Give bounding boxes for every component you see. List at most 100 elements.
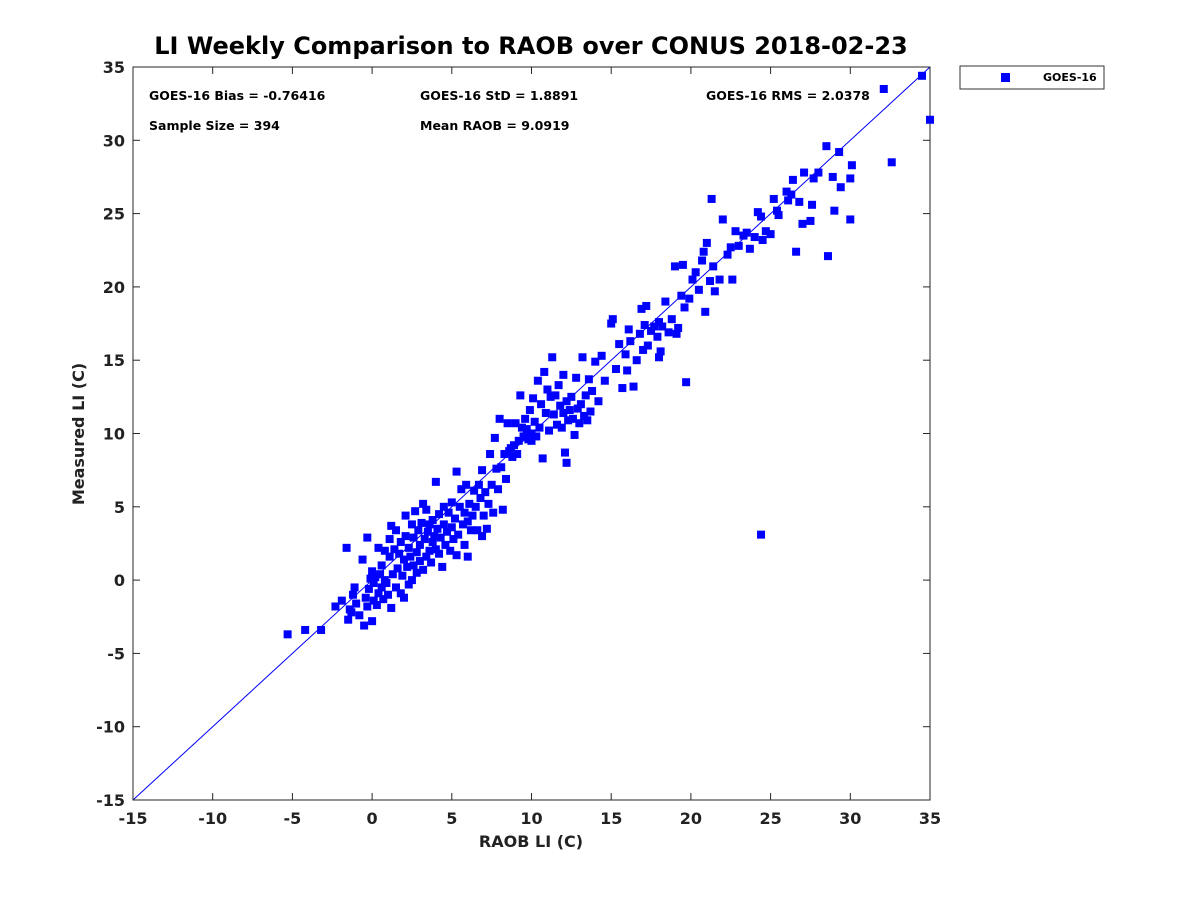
data-point [562, 458, 571, 467]
data-point [460, 508, 469, 517]
data-point [667, 315, 676, 324]
data-point [540, 367, 549, 376]
data-point [387, 603, 396, 612]
data-point [584, 375, 593, 384]
data-point [420, 535, 429, 544]
data-point [344, 615, 353, 624]
data-point [399, 593, 408, 602]
data-point [385, 535, 394, 544]
data-point [301, 625, 310, 634]
data-point [412, 548, 421, 557]
data-point [710, 287, 719, 296]
data-point [350, 583, 359, 592]
data-point [750, 233, 759, 242]
data-point [567, 392, 576, 401]
data-point [624, 325, 633, 334]
data-point [443, 527, 452, 536]
stats-annotations: GOES-16 Bias = -0.76416 GOES-16 StD = 1.… [149, 88, 870, 133]
data-point [422, 552, 431, 561]
data-point [560, 448, 569, 457]
y-tick-label: 5 [114, 498, 125, 517]
data-point [388, 570, 397, 579]
data-point [594, 397, 603, 406]
data-point [406, 552, 415, 561]
data-point [808, 200, 817, 209]
legend: GOES-16 [959, 65, 1105, 90]
data-point [368, 567, 377, 576]
x-tick-label: 0 [367, 809, 378, 828]
data-point [847, 161, 856, 170]
data-point [706, 277, 715, 286]
data-point [463, 517, 472, 526]
data-point [527, 429, 536, 438]
data-point [828, 172, 837, 181]
data-point [439, 520, 448, 529]
data-point [623, 366, 632, 375]
data-point [618, 384, 627, 393]
y-tick-label: 25 [103, 205, 125, 224]
data-point [835, 148, 844, 157]
data-point [435, 549, 444, 558]
stat-bias: GOES-16 Bias = -0.76416 [149, 88, 326, 103]
data-point [368, 617, 377, 626]
data-point [800, 168, 809, 177]
data-point [664, 328, 673, 337]
data-point [621, 350, 630, 359]
data-point [446, 546, 455, 555]
data-point [490, 433, 499, 442]
data-point [428, 537, 437, 546]
data-point [655, 318, 664, 327]
data-point [726, 243, 735, 252]
data-point [629, 382, 638, 391]
data-point [452, 467, 461, 476]
data-point [447, 498, 456, 507]
data-point [516, 391, 525, 400]
stat-mean-raob: Mean RAOB = 9.0919 [420, 118, 569, 133]
data-point [757, 530, 766, 539]
data-point [396, 589, 405, 598]
data-point [570, 430, 579, 439]
data-point [698, 256, 707, 265]
data-point [486, 450, 495, 459]
data-point [377, 561, 386, 570]
data-point [399, 555, 408, 564]
data-point [643, 341, 652, 350]
data-point [450, 514, 459, 523]
data-point [415, 557, 424, 566]
data-point [809, 174, 818, 183]
data-point [431, 477, 440, 486]
data-point [597, 351, 606, 360]
data-point [342, 543, 351, 552]
data-point [653, 332, 662, 341]
stat-sample-size: Sample Size = 394 [149, 118, 280, 133]
data-point [691, 268, 700, 277]
data-point [545, 426, 554, 435]
data-point [688, 275, 697, 284]
data-point [474, 480, 483, 489]
data-point [414, 526, 423, 535]
data-point [680, 303, 689, 312]
x-tick-label: -10 [198, 809, 227, 828]
y-tick-label: -15 [96, 791, 125, 810]
data-point [846, 174, 855, 183]
data-point [376, 570, 385, 579]
data-point [457, 485, 466, 494]
data-point [519, 432, 528, 441]
data-point [377, 583, 386, 592]
data-point [428, 515, 437, 524]
data-point [466, 526, 475, 535]
data-point [360, 621, 369, 630]
data-point [449, 535, 458, 544]
data-point [772, 206, 781, 215]
data-point [411, 507, 420, 516]
data-point [436, 533, 445, 542]
data-point [769, 194, 778, 203]
data-point [728, 275, 737, 284]
data-point [788, 175, 797, 184]
data-point [401, 532, 410, 541]
data-point [396, 537, 405, 546]
data-point [879, 84, 888, 93]
data-point [572, 373, 581, 382]
data-point [498, 505, 507, 514]
data-point [564, 416, 573, 425]
